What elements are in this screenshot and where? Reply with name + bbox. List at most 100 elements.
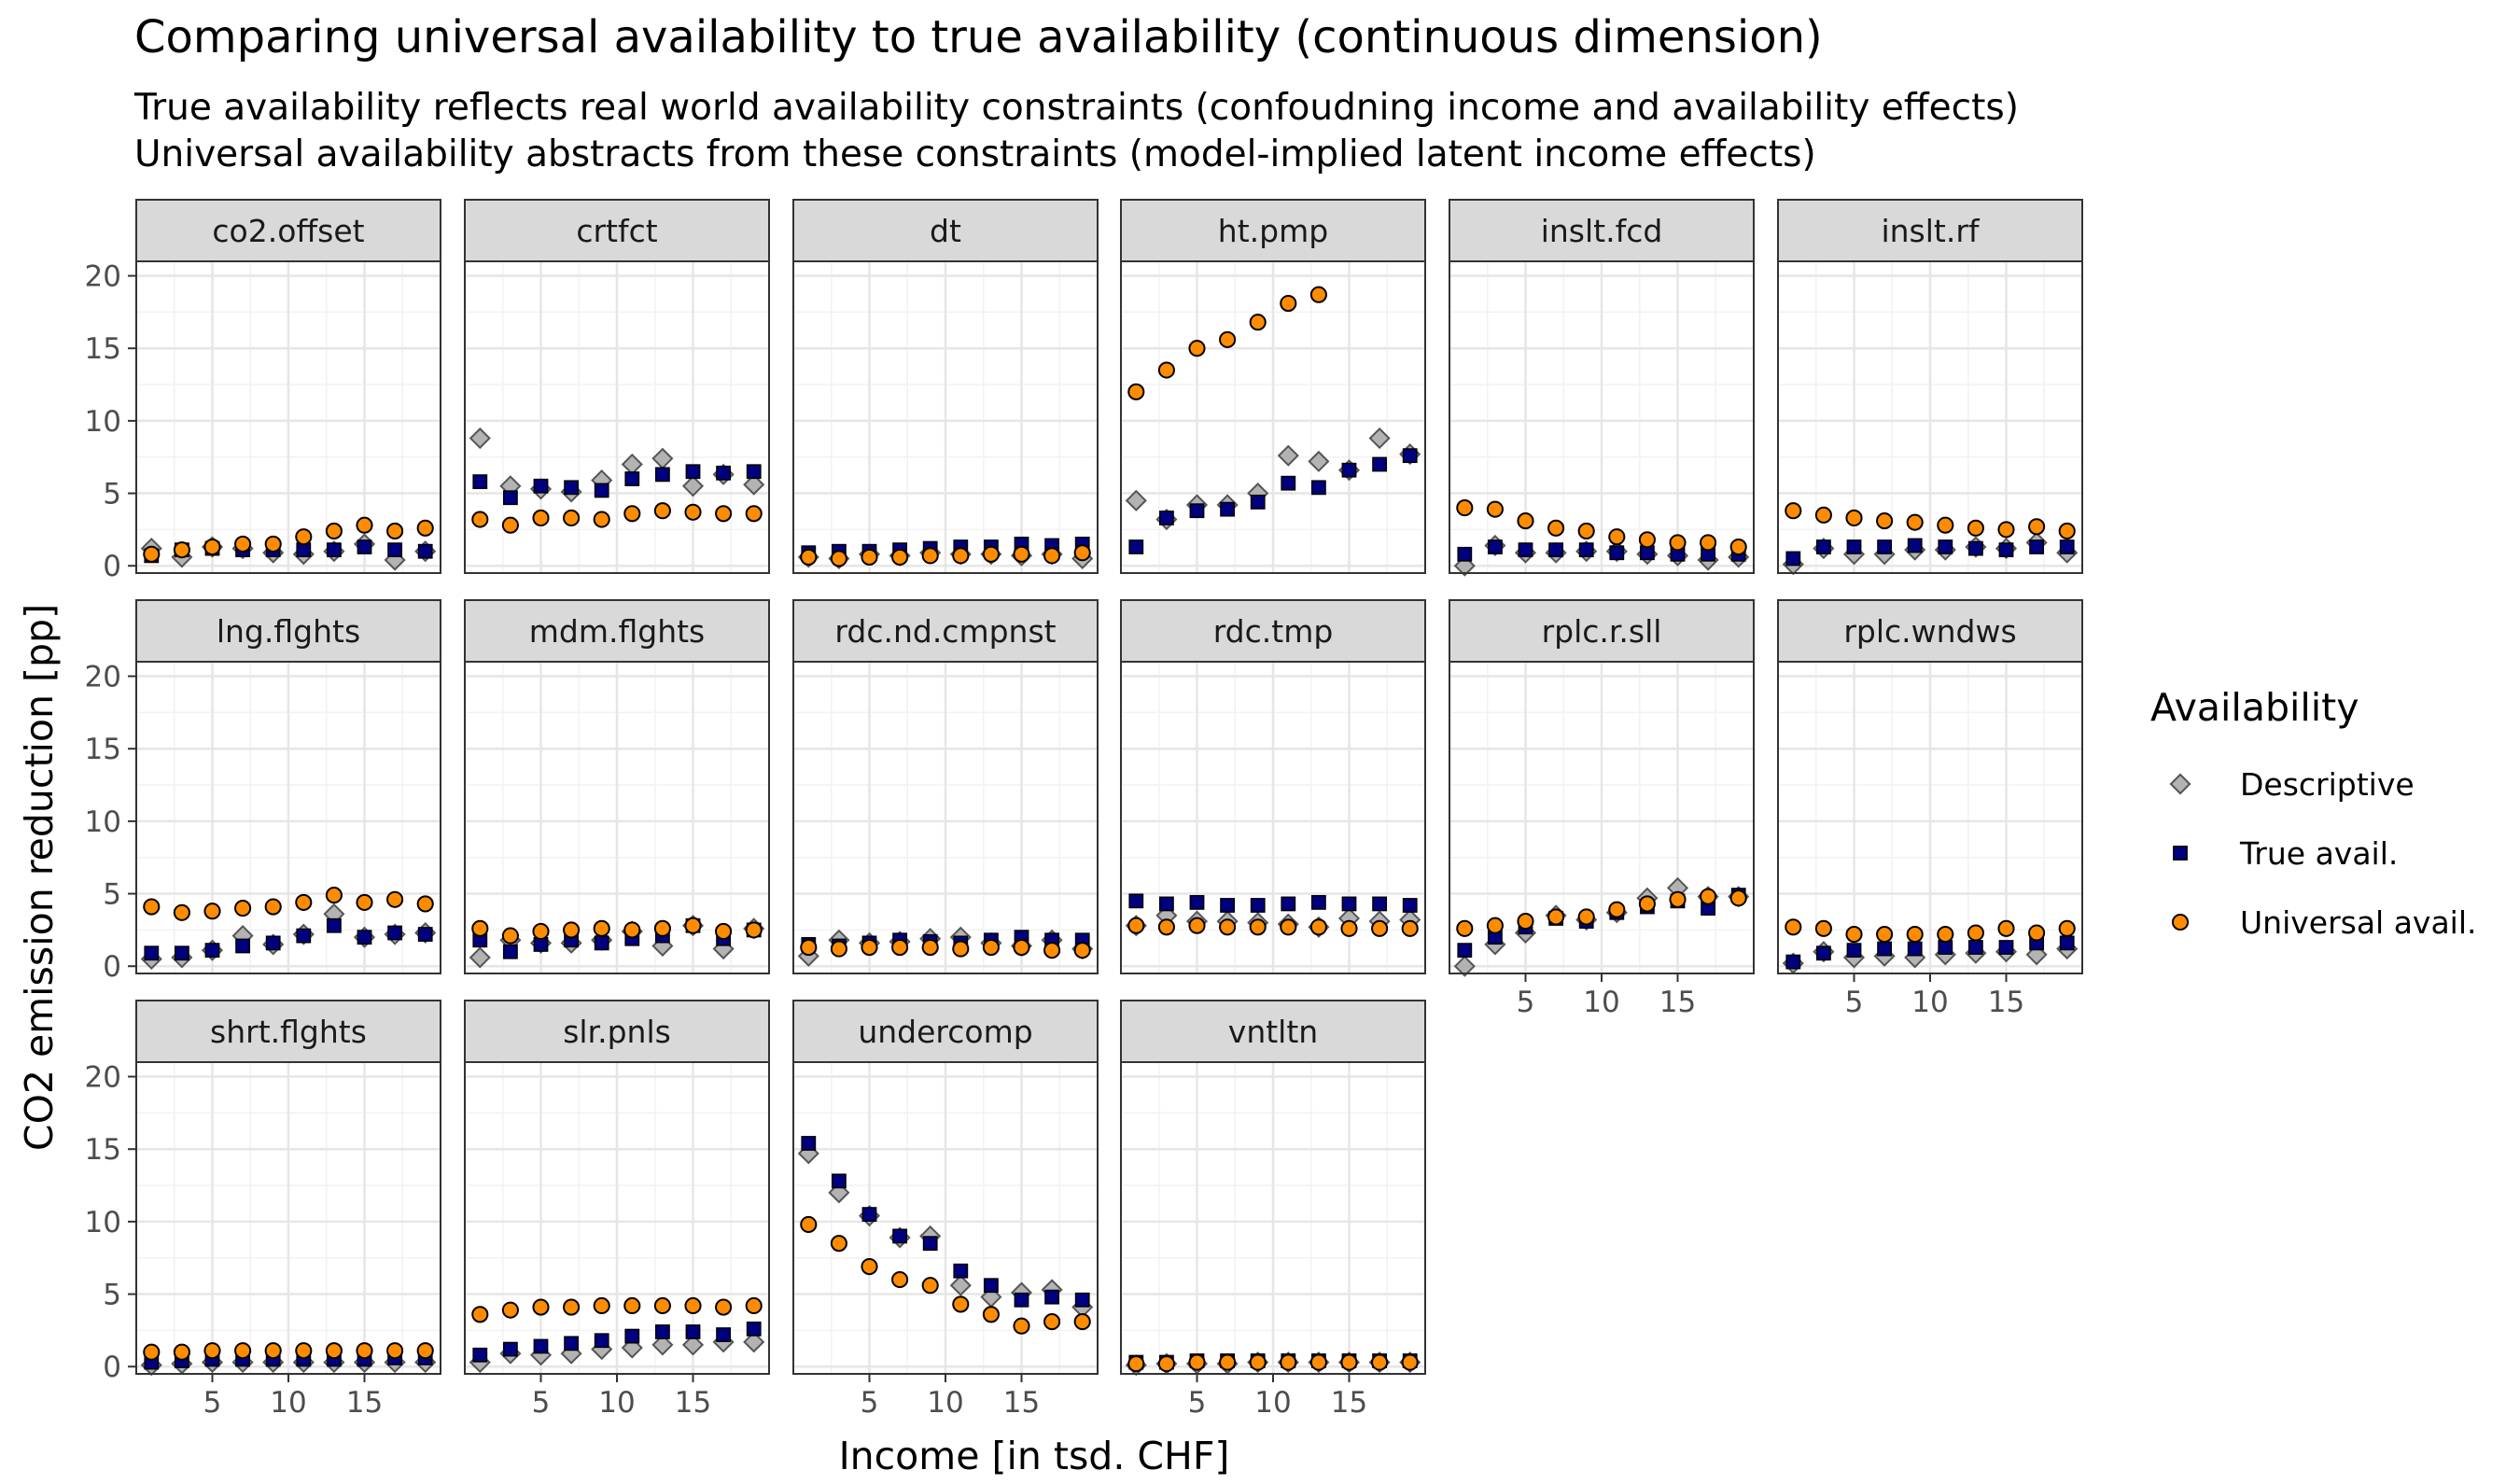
point-universal bbox=[593, 919, 610, 937]
point-true bbox=[1281, 896, 1296, 912]
point-true bbox=[655, 1324, 670, 1339]
point-universal bbox=[653, 1296, 671, 1315]
point-universal bbox=[471, 511, 489, 528]
point-descriptive bbox=[949, 1274, 972, 1296]
x-tick-label: 5 bbox=[532, 1386, 551, 1420]
point-universal bbox=[745, 921, 763, 939]
point-universal bbox=[653, 502, 671, 520]
point-universal bbox=[593, 1296, 610, 1315]
point-universal bbox=[1669, 534, 1687, 552]
point-true bbox=[1189, 503, 1205, 519]
facet-strip-label: mdm.flghts bbox=[529, 613, 706, 650]
point-true bbox=[1998, 542, 2014, 558]
point-universal bbox=[1608, 528, 1626, 546]
point-universal bbox=[830, 940, 847, 958]
point-universal bbox=[1997, 919, 2015, 937]
point-true bbox=[1128, 539, 1144, 554]
facet-strip-label: inslt.fcd bbox=[1541, 213, 1663, 249]
point-universal bbox=[1371, 919, 1389, 937]
point-universal bbox=[1219, 330, 1237, 348]
point-universal bbox=[173, 541, 190, 559]
point-true bbox=[922, 1236, 938, 1252]
point-universal bbox=[800, 548, 818, 566]
panel-border bbox=[1449, 260, 1755, 574]
facet-strip-label: vntltn bbox=[1228, 1014, 1318, 1050]
y-tick-label: 20 bbox=[85, 661, 121, 694]
point-universal bbox=[1043, 547, 1061, 565]
point-universal bbox=[1906, 925, 1924, 944]
point-universal bbox=[1669, 890, 1687, 908]
point-true bbox=[1968, 940, 1983, 955]
point-universal bbox=[1845, 509, 1863, 527]
legend-title: Availability bbox=[2150, 685, 2359, 730]
point-true bbox=[144, 945, 160, 961]
x-tick-label: 10 bbox=[1254, 1386, 1291, 1420]
point-universal bbox=[1249, 1353, 1267, 1371]
facet-strip bbox=[792, 599, 1099, 663]
point-universal bbox=[891, 938, 909, 957]
point-true bbox=[1250, 898, 1266, 913]
point-true bbox=[1457, 546, 1473, 562]
point-universal bbox=[715, 922, 733, 941]
point-universal bbox=[1073, 1313, 1091, 1331]
point-true bbox=[235, 938, 250, 954]
point-true bbox=[892, 1228, 908, 1244]
point-universal bbox=[295, 893, 313, 911]
point-universal bbox=[952, 547, 970, 565]
point-true bbox=[564, 1336, 580, 1351]
point-true bbox=[1938, 539, 1953, 554]
point-true bbox=[1250, 494, 1266, 510]
point-universal bbox=[563, 1298, 581, 1316]
point-universal bbox=[325, 522, 343, 540]
point-descriptive bbox=[743, 473, 765, 496]
point-universal bbox=[891, 548, 909, 566]
point-true bbox=[1341, 462, 1357, 478]
point-true bbox=[594, 935, 609, 951]
point-universal bbox=[143, 1343, 161, 1361]
point-universal bbox=[2028, 924, 2046, 942]
facet-panel-mdm.flghts: mdm.flghts bbox=[464, 599, 770, 974]
facet-panel-lng.flghts: lng.flghts 0 5 10 15 20 bbox=[85, 599, 441, 984]
facet-panel-slr.pnls: slr.pnls 5 10 15 bbox=[464, 1000, 770, 1420]
legend-item-true: True avail. bbox=[2173, 835, 2398, 872]
point-true bbox=[1159, 511, 1174, 525]
point-descriptive bbox=[1277, 444, 1299, 467]
point-true bbox=[1457, 943, 1473, 959]
x-axis-label: Income [in tsd. CHF] bbox=[839, 1434, 1230, 1478]
point-true bbox=[1014, 1292, 1029, 1308]
facet-panel-ht.pmp: ht.pmp bbox=[1120, 199, 1426, 574]
point-universal bbox=[1249, 314, 1267, 331]
point-universal bbox=[830, 1235, 847, 1253]
point-universal bbox=[1517, 913, 1534, 931]
point-universal bbox=[1638, 895, 1656, 913]
point-true bbox=[327, 542, 342, 558]
facet-strip-label: shrt.flghts bbox=[210, 1014, 367, 1050]
facet-panel-crtfct: crtfct bbox=[464, 199, 770, 574]
y-tick-label: 20 bbox=[85, 260, 121, 294]
x-tick-label: 15 bbox=[346, 1386, 383, 1420]
point-universal bbox=[1249, 918, 1267, 936]
point-true bbox=[1220, 501, 1235, 517]
point-universal bbox=[1876, 925, 1894, 944]
point-universal bbox=[501, 1301, 519, 1319]
point-true bbox=[1548, 542, 1563, 558]
point-universal bbox=[1188, 917, 1206, 934]
point-universal bbox=[1906, 513, 1924, 531]
point-true bbox=[1518, 542, 1533, 558]
facet-strip bbox=[1120, 1000, 1426, 1063]
facet-panels: co2.offset 0 5 10 15 20 crtfct dt ht.pmp inslt.fc… bbox=[85, 199, 2083, 1420]
point-universal bbox=[1219, 1353, 1237, 1371]
point-universal bbox=[1638, 531, 1656, 549]
point-true bbox=[1846, 943, 1862, 959]
point-universal bbox=[532, 509, 550, 527]
point-universal bbox=[921, 938, 939, 957]
facet-strip-label: rdc.nd.cmpnst bbox=[834, 613, 1056, 650]
x-tick-label: 15 bbox=[1659, 986, 1696, 1019]
legend-key-descriptive bbox=[2169, 773, 2191, 795]
point-universal bbox=[1700, 888, 1717, 905]
point-universal bbox=[1013, 545, 1030, 563]
point-true bbox=[387, 542, 403, 558]
panel-border bbox=[135, 260, 441, 574]
point-universal bbox=[356, 1342, 373, 1360]
